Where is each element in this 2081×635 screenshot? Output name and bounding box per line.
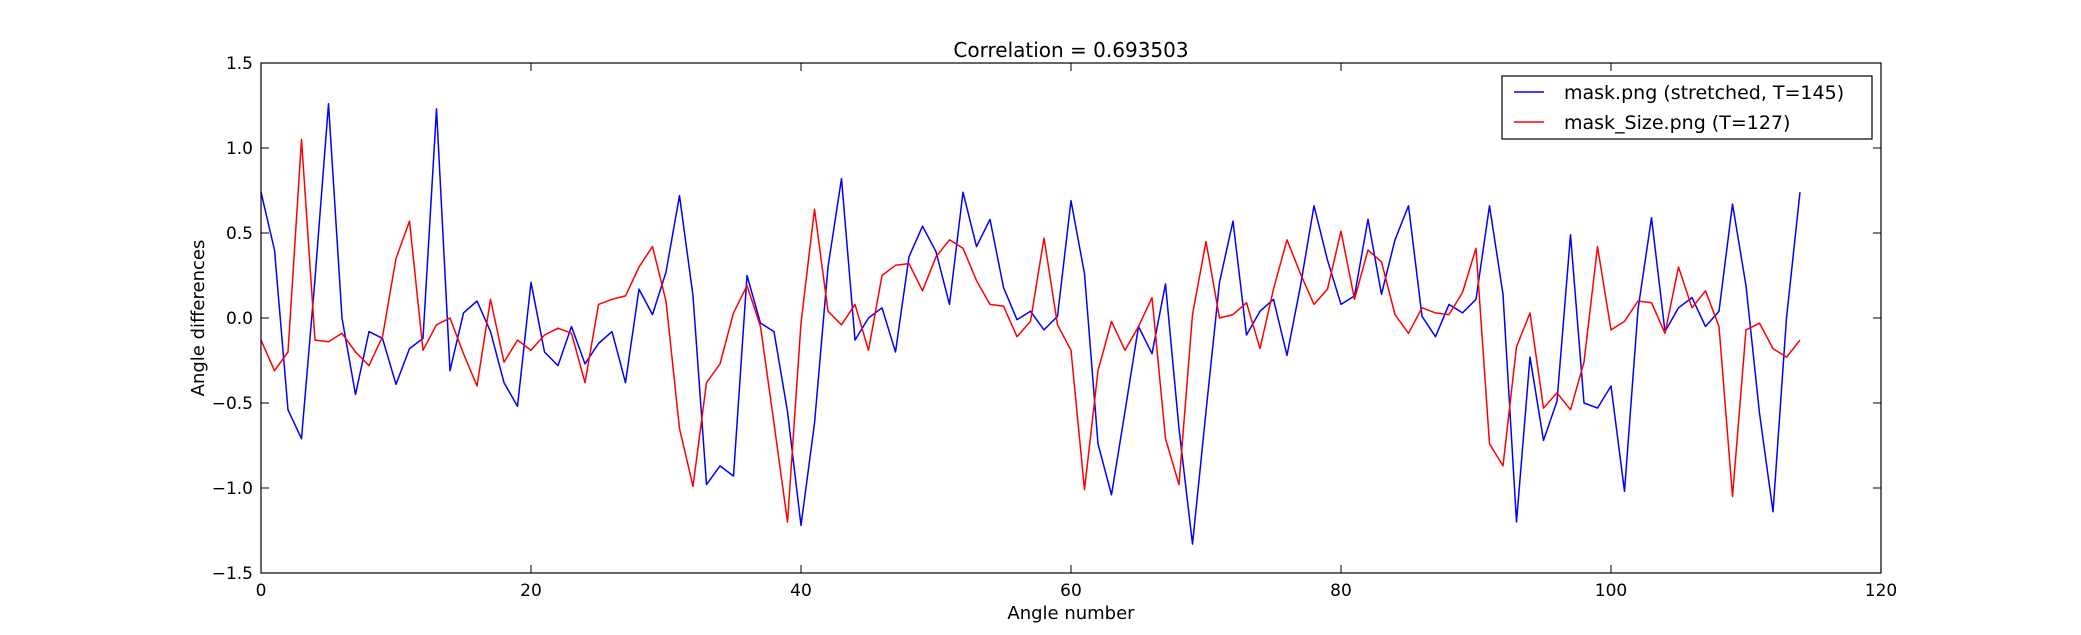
legend-label-mask: mask.png (stretched, T=145) (1564, 82, 1844, 104)
legend-label-mask-size: mask_Size.png (T=127) (1564, 112, 1790, 134)
y-tick-label: −0.5 (212, 394, 253, 414)
x-tick-label: 40 (790, 581, 812, 601)
x-tick-label: 120 (1865, 581, 1897, 601)
x-tick-label: 100 (1595, 581, 1627, 601)
x-tick-label: 20 (520, 581, 542, 601)
y-axis-label: Angle differences (188, 240, 209, 397)
y-tick-label: −1.0 (212, 479, 253, 499)
y-tick-label: 0.0 (226, 309, 253, 329)
x-axis: 0 20 40 60 80 100 120 (256, 63, 1897, 601)
series-line-1 (260, 138, 1801, 523)
x-tick-label: 0 (256, 581, 267, 601)
y-tick-label: 0.5 (226, 224, 253, 244)
legend-box (1501, 75, 1873, 140)
x-tick-label: 80 (1330, 581, 1352, 601)
y-tick-label: 1.0 (226, 139, 253, 159)
y-tick-label: 1.5 (226, 54, 253, 74)
legend: mask.png (stretched, T=145) mask_Size.pn… (1501, 75, 1873, 140)
plot-background (261, 63, 1881, 573)
x-tick-label: 60 (1060, 581, 1082, 601)
series-layer (260, 103, 1801, 545)
x-axis-label: Angle number (1007, 603, 1135, 624)
y-tick-label: −1.5 (212, 564, 253, 584)
series-line-0 (260, 103, 1801, 545)
y-axis: −1.5 −1.0 −0.5 0.0 0.5 1.0 1.5 (212, 54, 1881, 584)
chart-title: Correlation = 0.693503 (953, 38, 1188, 62)
plot-area (260, 62, 1882, 574)
